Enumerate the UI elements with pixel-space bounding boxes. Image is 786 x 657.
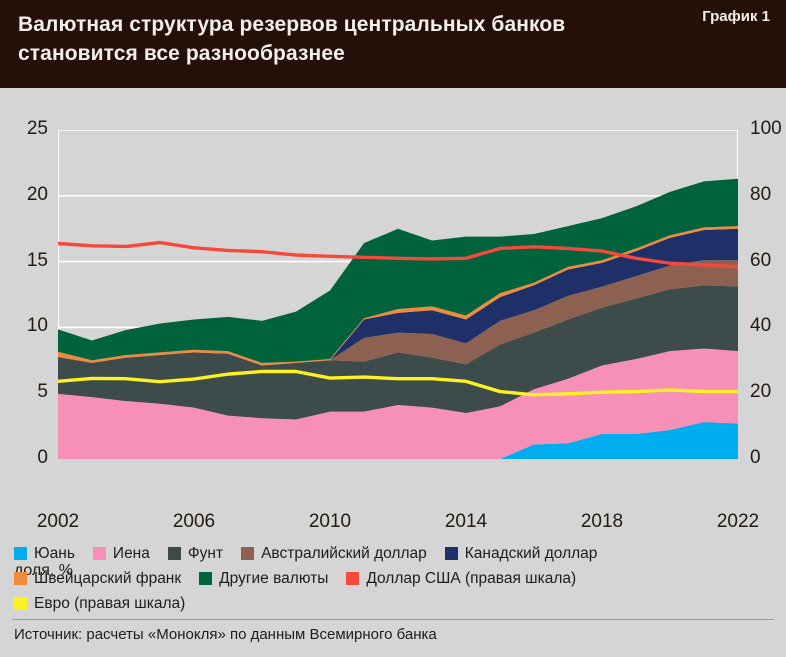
- legend-label: Другие валюты: [219, 569, 329, 587]
- area-series: [58, 260, 738, 366]
- x-tick: 2010: [308, 511, 352, 532]
- chart-legend: Юань Иена Фунт Австралийский доллар Канадски…: [0, 533, 786, 617]
- page-title-line2: становится все разнообразнее: [18, 42, 345, 65]
- page-header: Валютная структура резервов центральных …: [0, 0, 786, 88]
- x-tick: 2002: [36, 511, 80, 532]
- line-series: [58, 240, 738, 269]
- y-tick-left: 20: [26, 183, 48, 205]
- area-series: [58, 285, 738, 420]
- plot-area: [58, 130, 738, 459]
- source-note: Источник: расчеты «Монокля» по данным Вс…: [14, 626, 437, 643]
- legend-usd[interactable]: Доллар США (правая шкала): [346, 570, 576, 588]
- legend-chf[interactable]: Швейцарский франк: [14, 570, 181, 588]
- legend-cad[interactable]: Канадский доллар: [444, 544, 598, 563]
- legend-swatch-icon: [444, 547, 458, 560]
- legend-swatch-icon: [92, 547, 106, 560]
- x-tick: 2006: [172, 511, 216, 532]
- page-title: Валютная структура резервов центральных …: [18, 10, 618, 68]
- y-tick-right: 100: [750, 118, 782, 139]
- legend-swatch-icon: [199, 572, 213, 585]
- figure-number: График 1: [702, 8, 770, 25]
- legend-label: Фунт: [187, 544, 224, 562]
- legend-eur[interactable]: Евро (правая шкала): [14, 595, 185, 613]
- legend-swatch-icon: [14, 547, 27, 560]
- x-tick: 2014: [444, 511, 488, 532]
- area-series: [58, 178, 738, 363]
- y-tick-left: 5: [37, 381, 48, 403]
- chart-svg: [58, 130, 738, 459]
- legend-aud[interactable]: Австралийский доллар: [241, 545, 427, 563]
- x-tick: 2022: [716, 511, 760, 532]
- area-series: [58, 422, 738, 459]
- area-series: [58, 348, 738, 459]
- legend-pound[interactable]: Фунт: [167, 544, 224, 563]
- y-tick-left: 10: [26, 315, 48, 337]
- y-tick-left: 0: [37, 447, 48, 468]
- y-tick-right: 20: [750, 381, 772, 403]
- legend-label: Евро (правая шкала): [34, 594, 186, 612]
- legend-row-2: Швейцарский франк Другие валюты Доллар США…: [14, 566, 772, 591]
- legend-yuan[interactable]: Юань: [14, 545, 75, 563]
- legend-label: Юань: [34, 544, 75, 562]
- legend-swatch-icon: [14, 597, 27, 610]
- chart-container: 0 5 10 15 20 25 0 20 40 60 80 100 2002 2006 2010 2014…: [0, 88, 786, 579]
- legend-yen[interactable]: Иена: [92, 544, 150, 563]
- source-divider: [12, 619, 774, 620]
- legend-swatch-icon: [241, 547, 255, 560]
- y-tick-right: 0: [750, 447, 761, 468]
- legend-row-1: Юань Иена Фунт Австралийский доллар Канадски…: [14, 541, 772, 566]
- legend-other[interactable]: Другие валюты: [199, 570, 328, 588]
- line-series: [58, 369, 738, 397]
- area-series: [58, 228, 738, 366]
- y-tick-left: 25: [26, 118, 48, 139]
- legend-label: Доллар США (правая шкала): [366, 569, 577, 587]
- x-tick: 2018: [580, 511, 624, 532]
- y-tick-right: 80: [750, 183, 772, 205]
- y-tick-left: 15: [26, 249, 48, 271]
- legend-row-3: Евро (правая шкала): [14, 591, 772, 616]
- legend-swatch-icon: [14, 572, 27, 585]
- legend-label: Швейцарский франк: [34, 569, 182, 587]
- y-tick-right: 60: [750, 249, 772, 271]
- legend-label: Канадский доллар: [464, 544, 598, 562]
- legend-label: Австралийский доллар: [261, 544, 427, 562]
- legend-swatch-icon: [167, 547, 181, 560]
- axis-unit-label: доля, %: [14, 562, 73, 579]
- legend-label: Иена: [112, 544, 150, 562]
- legend-swatch-icon: [346, 572, 360, 585]
- page-title-line1: Валютная структура резервов центральных …: [18, 13, 566, 36]
- y-tick-right: 40: [750, 315, 772, 337]
